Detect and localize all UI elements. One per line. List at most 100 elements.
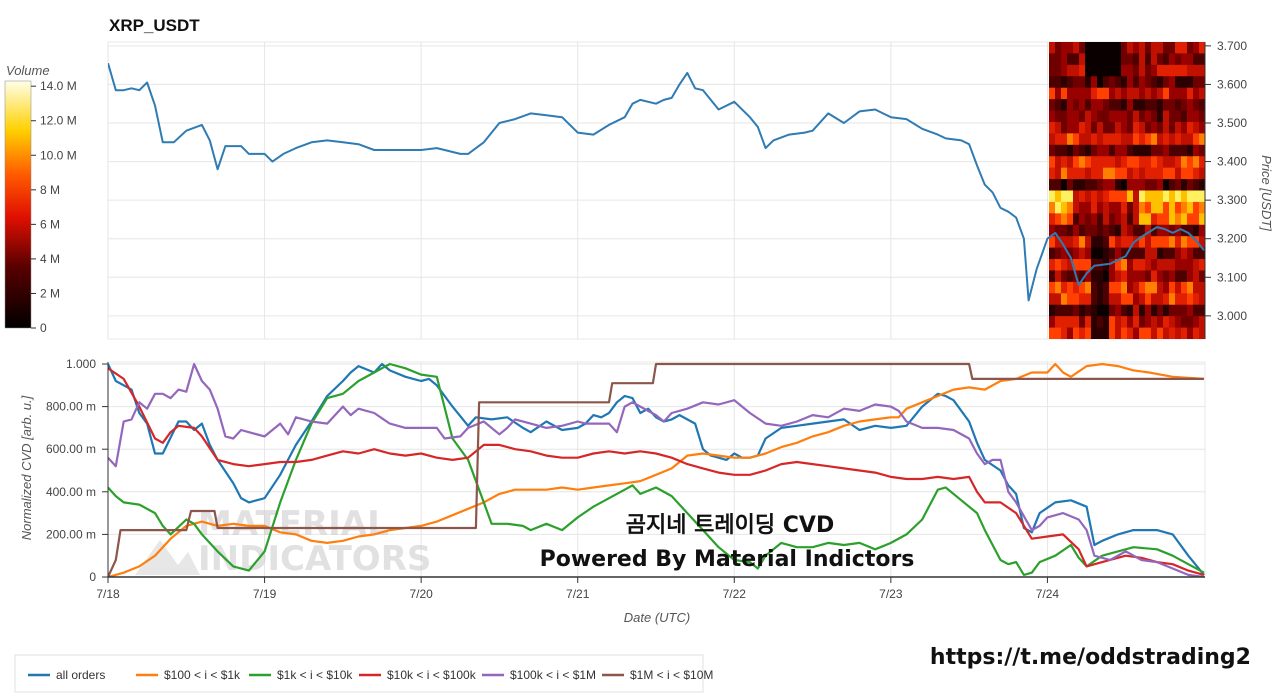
heatmap-cell	[1175, 167, 1182, 180]
heatmap-cell	[1085, 190, 1092, 203]
heatmap-cell	[1061, 167, 1068, 180]
heatmap-cell	[1181, 316, 1188, 329]
heatmap-cell	[1133, 270, 1140, 283]
heatmap-cell	[1145, 53, 1152, 66]
heatmap-cell	[1091, 201, 1098, 214]
heatmap-cell	[1169, 64, 1176, 77]
heatmap-cell	[1097, 53, 1104, 66]
heatmap-cell	[1181, 190, 1188, 203]
heatmap-cell	[1181, 121, 1188, 134]
heatmap-cell	[1085, 236, 1092, 249]
heatmap-cell	[1145, 133, 1152, 146]
heatmap-cell	[1067, 247, 1074, 260]
legend-item[interactable]: $100k < i < $1M	[482, 668, 596, 682]
heatmap-cell	[1199, 224, 1205, 237]
heatmap-cell	[1073, 213, 1080, 226]
heatmap-cell	[1181, 53, 1188, 66]
cvd-tick-label: 600.00 m	[46, 442, 96, 456]
legend-item[interactable]: $1k < i < $10k	[249, 668, 353, 682]
heatmap-cell	[1145, 247, 1152, 260]
heatmap-cell	[1079, 53, 1086, 66]
heatmap-cell	[1169, 133, 1176, 146]
heatmap-cell	[1079, 327, 1086, 339]
heatmap-cell	[1127, 42, 1134, 55]
heatmap-cell	[1109, 327, 1116, 339]
heatmap-cell	[1121, 179, 1128, 192]
heatmap-cell	[1151, 144, 1158, 157]
heatmap-cell	[1103, 121, 1110, 134]
heatmap-cell	[1055, 121, 1062, 134]
heatmap-cell	[1121, 144, 1128, 157]
legend-item[interactable]: $1M < i < $10M	[602, 668, 713, 682]
heatmap-cell	[1133, 259, 1140, 272]
colorbar-gradient	[4, 80, 32, 329]
heatmap-cell	[1085, 270, 1092, 283]
heatmap-cell	[1115, 316, 1122, 329]
heatmap-cell	[1079, 270, 1086, 283]
heatmap-cell	[1061, 99, 1068, 112]
heatmap-cell	[1187, 99, 1194, 112]
heatmap-cell	[1139, 110, 1146, 123]
heatmap-cell	[1175, 327, 1182, 339]
heatmap-cell	[1193, 179, 1200, 192]
heatmap-cell	[1163, 133, 1170, 146]
heatmap-cell	[1145, 304, 1152, 317]
heatmap-cell	[1121, 213, 1128, 226]
heatmap-cell	[1145, 121, 1152, 134]
legend-item[interactable]: $100 < i < $1k	[136, 668, 241, 682]
heatmap-cell	[1175, 247, 1182, 260]
heatmap-cell	[1169, 53, 1176, 66]
heatmap-cell	[1169, 76, 1176, 89]
heatmap-cell	[1151, 64, 1158, 77]
heatmap-cell	[1187, 316, 1194, 329]
heatmap-cell	[1157, 64, 1164, 77]
legend-item[interactable]: $10k < i < $100k	[359, 668, 477, 682]
heatmap-cell	[1121, 304, 1128, 317]
heatmap-cell	[1097, 99, 1104, 112]
heatmap-cell	[1085, 224, 1092, 237]
heatmap-cell	[1073, 201, 1080, 214]
heatmap-cell	[1139, 270, 1146, 283]
heatmap-cell	[1085, 304, 1092, 317]
heatmap-cell	[1103, 247, 1110, 260]
chart-title: XRP_USDT	[109, 16, 200, 35]
heatmap-cell	[1061, 327, 1068, 339]
heatmap-cell	[1157, 236, 1164, 249]
heatmap-cell	[1139, 316, 1146, 329]
heatmap-cell	[1127, 213, 1134, 226]
heatmap-cell	[1127, 270, 1134, 283]
heatmap-cell	[1061, 270, 1068, 283]
heatmap-cell	[1181, 270, 1188, 283]
heatmap-cell	[1079, 121, 1086, 134]
heatmap-cell	[1067, 156, 1074, 169]
price-tick-label: 3.700	[1217, 39, 1247, 53]
heatmap-cell	[1103, 76, 1110, 89]
heatmap-cell	[1151, 281, 1158, 294]
heatmap-cell	[1103, 304, 1110, 317]
heatmap-cell	[1157, 247, 1164, 260]
heatmap-cell	[1109, 190, 1116, 203]
heatmap-cell	[1067, 179, 1074, 192]
legend-item[interactable]: all orders	[28, 668, 105, 682]
heatmap-cell	[1187, 156, 1194, 169]
heatmap-cell	[1181, 327, 1188, 339]
heatmap-cell	[1115, 179, 1122, 192]
heatmap-cell	[1091, 327, 1098, 339]
heatmap-cell	[1175, 133, 1182, 146]
heatmap-cell	[1049, 270, 1056, 283]
heatmap-cell	[1055, 293, 1062, 306]
price-tick-label: 3.000	[1217, 309, 1247, 323]
heatmap-cell	[1175, 64, 1182, 77]
heatmap-cell	[1049, 213, 1056, 226]
heatmap-cell	[1073, 281, 1080, 294]
telegram-link[interactable]: https://t.me/oddstrading2	[930, 645, 1251, 670]
heatmap-cell	[1181, 42, 1188, 55]
heatmap-cell	[1061, 247, 1068, 260]
heatmap-cell	[1127, 110, 1134, 123]
heatmap-cell	[1121, 259, 1128, 272]
heatmap-cell	[1175, 293, 1182, 306]
heatmap-cell	[1187, 76, 1194, 89]
heatmap-cell	[1049, 87, 1056, 100]
heatmap-cell	[1187, 247, 1194, 260]
heatmap-cell	[1115, 144, 1122, 157]
